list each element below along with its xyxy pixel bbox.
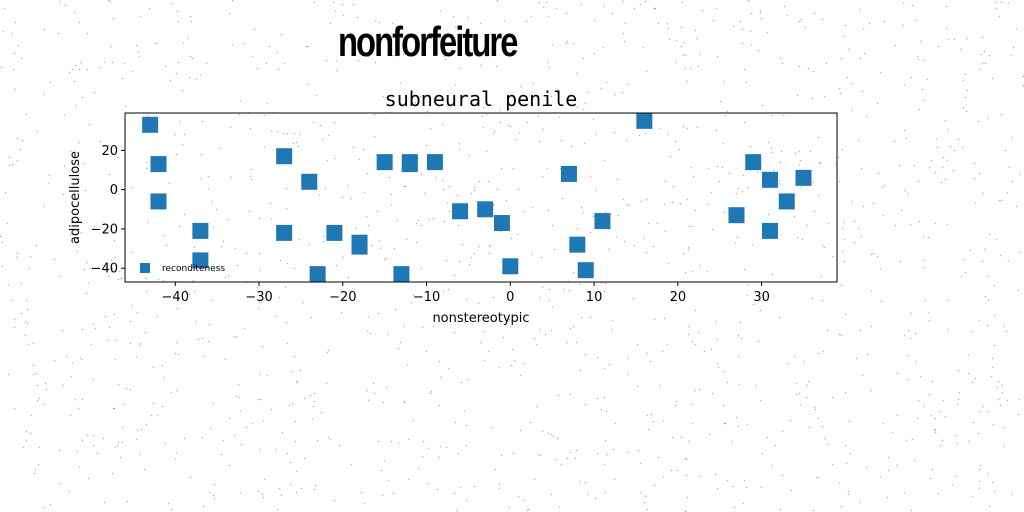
scatter-point bbox=[276, 148, 293, 165]
x-tick-label: 30 bbox=[753, 290, 770, 305]
plot-frame bbox=[124, 112, 838, 283]
legend: reconditeness bbox=[140, 263, 225, 274]
x-axis-ticks: −40 −30 −20 −10 0 10 20 30 bbox=[162, 282, 770, 305]
scatter-point bbox=[142, 116, 159, 133]
scatter-point bbox=[326, 224, 343, 241]
scatter-point bbox=[452, 203, 469, 220]
scatter-point bbox=[309, 266, 326, 283]
scatter-point bbox=[493, 215, 510, 232]
x-tick-label: 10 bbox=[586, 290, 603, 305]
scatter-point bbox=[594, 213, 611, 230]
scatter-point bbox=[778, 193, 795, 210]
scatter-point bbox=[795, 169, 812, 186]
scatter-point bbox=[192, 222, 209, 239]
legend-marker-reconditeness bbox=[140, 263, 150, 273]
scatter-point bbox=[351, 238, 368, 255]
x-tick-label: −30 bbox=[245, 290, 272, 305]
scatter-point bbox=[401, 156, 418, 173]
scatter-point bbox=[192, 252, 209, 269]
scatter-point bbox=[502, 258, 519, 275]
y-tick-label: 0 bbox=[110, 183, 118, 198]
y-tick-label: −40 bbox=[91, 262, 118, 277]
legend-label-reconditeness: reconditeness bbox=[162, 264, 225, 274]
y-axis-ticks: −40 −20 0 20 bbox=[91, 144, 125, 277]
scatter-point bbox=[150, 156, 167, 173]
y-tick-label: 20 bbox=[101, 144, 118, 159]
scatter-point bbox=[393, 266, 410, 283]
scatter-point bbox=[426, 154, 443, 171]
scatter-point bbox=[376, 154, 393, 171]
scatter-point bbox=[761, 222, 778, 239]
chart-title: subneural penile bbox=[385, 87, 578, 111]
x-tick-label: −20 bbox=[329, 290, 356, 305]
y-axis-label: adipocellulose bbox=[68, 151, 83, 244]
x-tick-label: 20 bbox=[670, 290, 687, 305]
scatter-point bbox=[150, 193, 167, 210]
scatter-point bbox=[560, 165, 577, 182]
scatter-point bbox=[477, 201, 494, 218]
x-tick-label: −40 bbox=[162, 290, 189, 305]
scatter-point bbox=[577, 262, 594, 279]
y-tick-label: −20 bbox=[91, 222, 118, 237]
scatter-point bbox=[636, 112, 653, 129]
x-axis-label: nonstereotypic bbox=[432, 311, 529, 326]
scatter-point bbox=[569, 236, 586, 253]
scatter-point bbox=[728, 207, 745, 224]
x-tick-label: 0 bbox=[506, 290, 514, 305]
scatter-point bbox=[761, 171, 778, 188]
scatter-point bbox=[301, 173, 318, 190]
scatter-markers bbox=[142, 112, 812, 283]
scatter-point bbox=[276, 224, 293, 241]
scatter-point bbox=[745, 154, 762, 171]
x-tick-label: −10 bbox=[413, 290, 440, 305]
figure-suptitle: nonforfeiture bbox=[338, 18, 518, 65]
